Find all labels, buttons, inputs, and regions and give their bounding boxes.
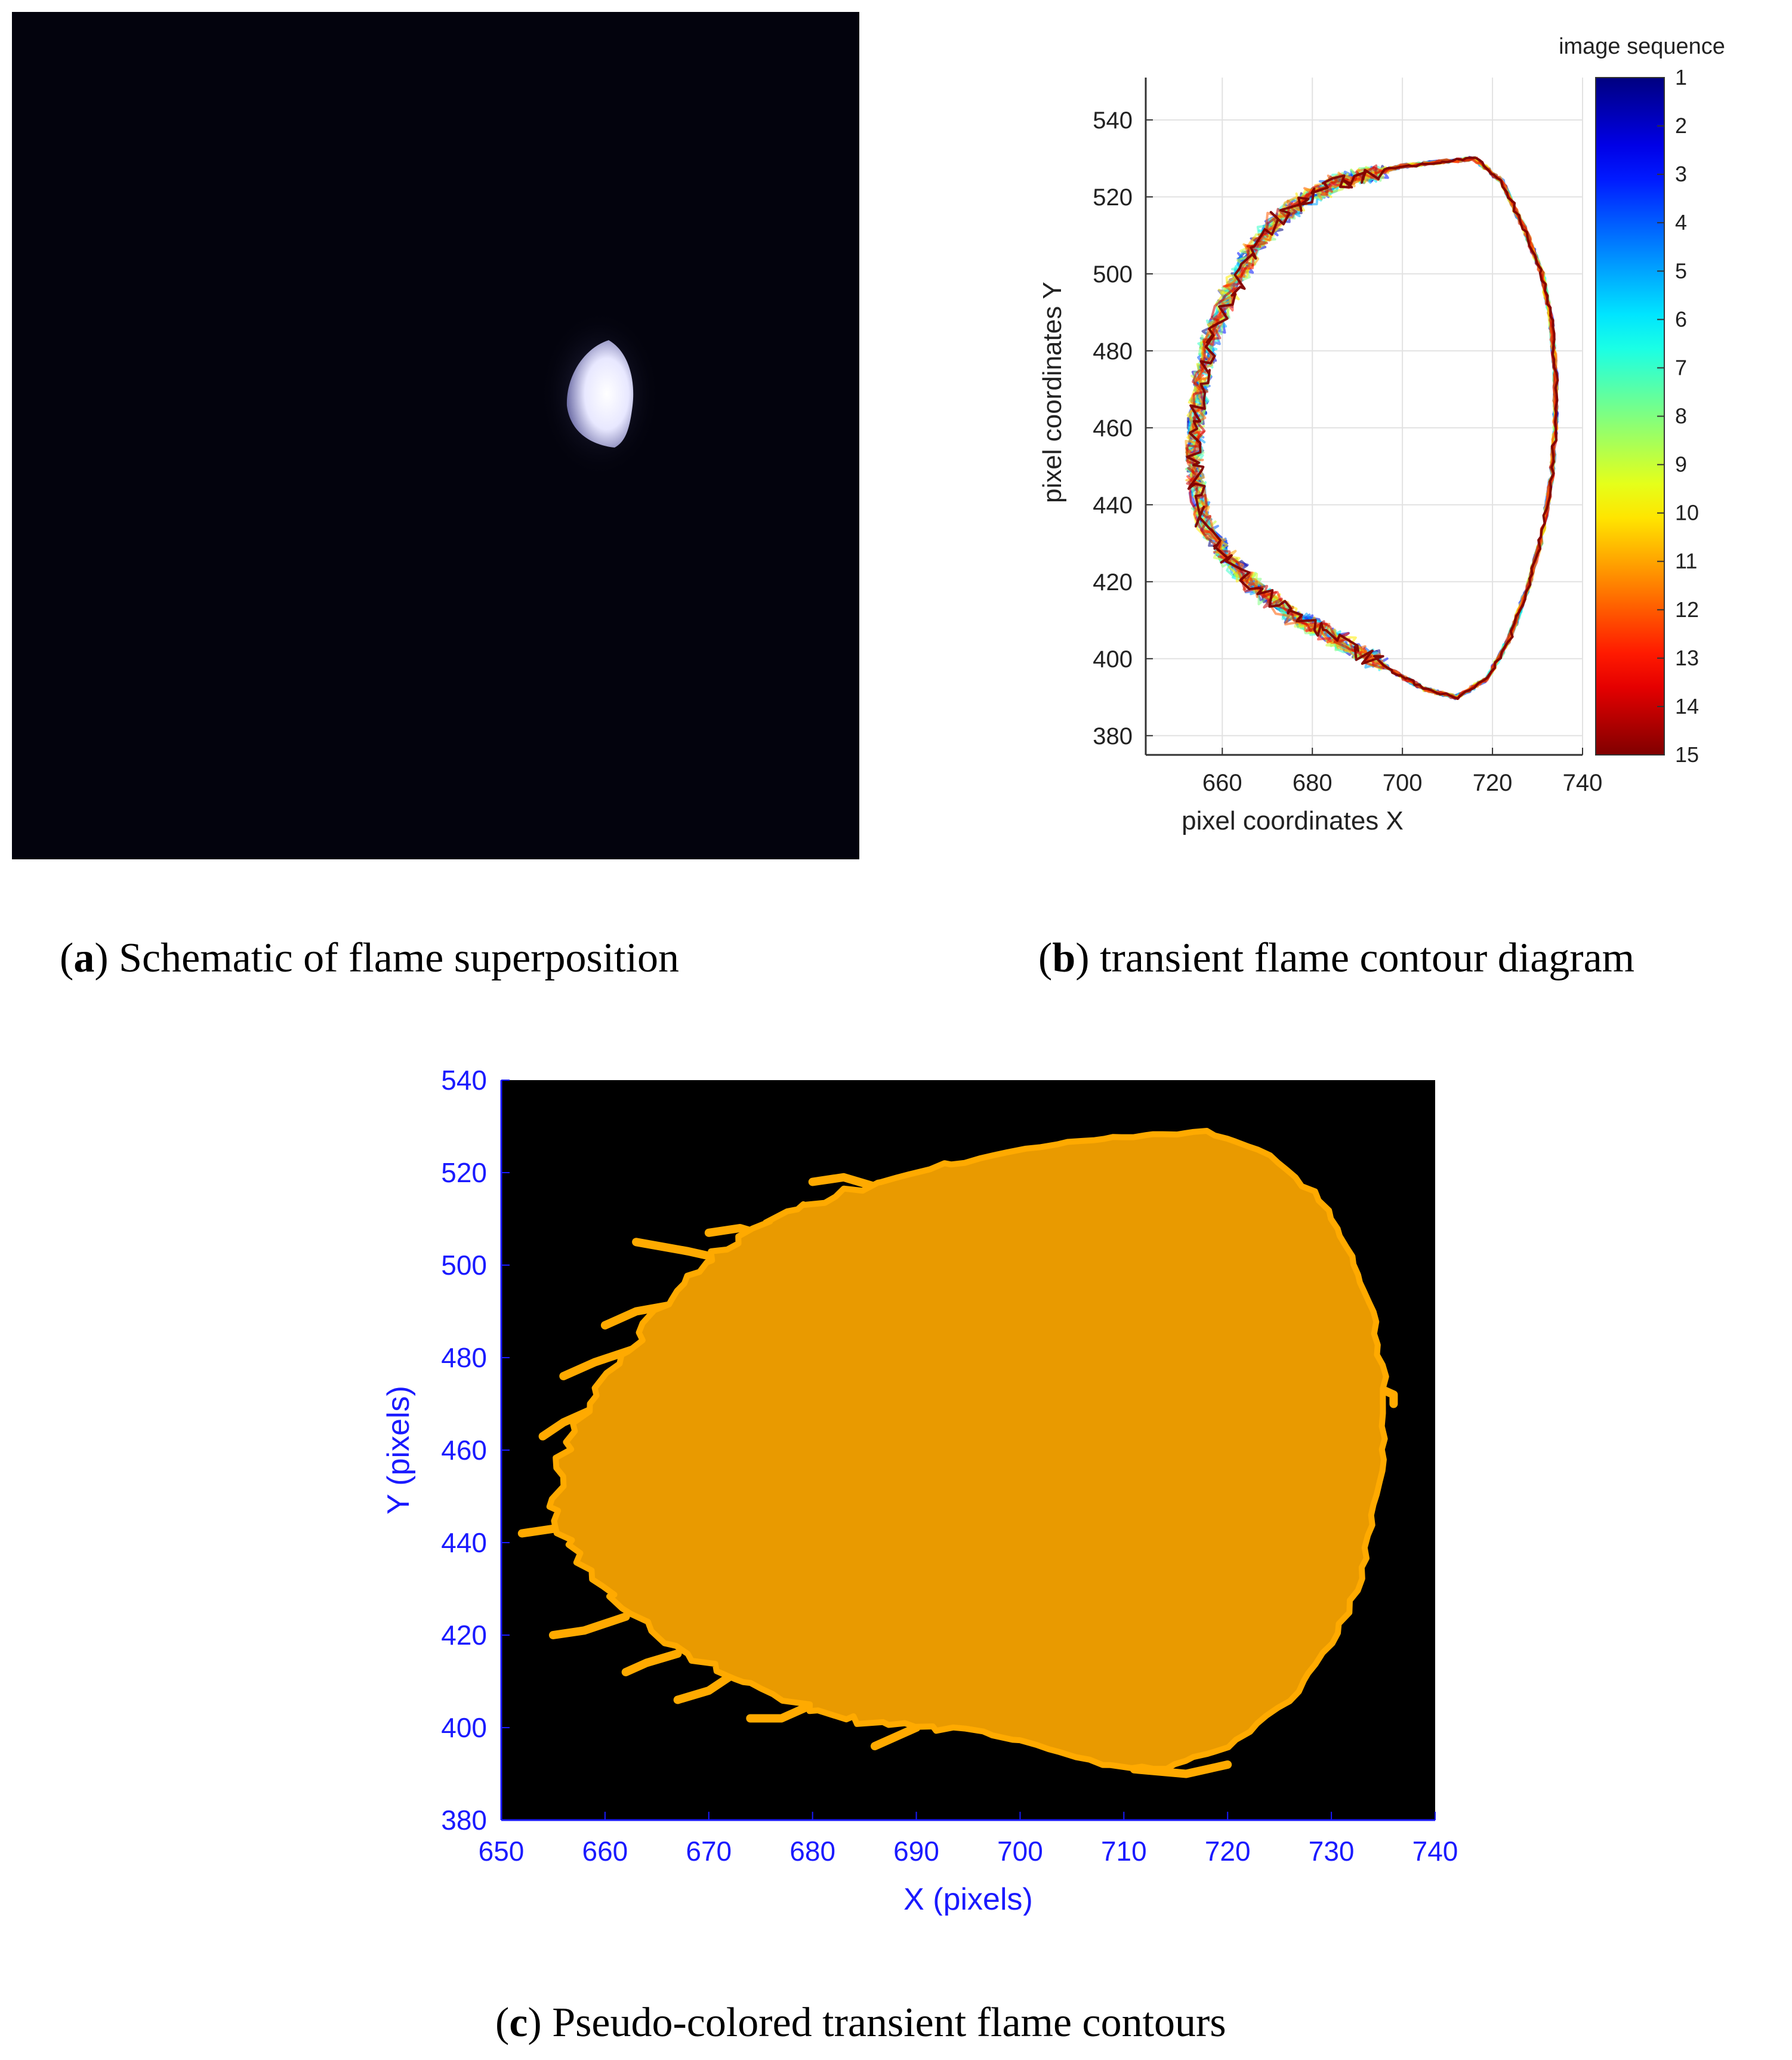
y-tick-label: 540 (441, 1065, 487, 1096)
y-tick-label: 520 (441, 1157, 487, 1188)
y-tick-label: 460 (1093, 415, 1133, 442)
panel-b: 660 680 700 720 740 380 400 420 440 460 480 500 520 5… (1014, 18, 1792, 865)
contour-plot-c: 650 660 670 680 690 700 710 720 730 740 380 400 420 4… (381, 1065, 1458, 1917)
colorbar-tick-label: 1 (1675, 65, 1687, 90)
contour-series-12 (1186, 158, 1558, 699)
x-tick-label: 740 (1412, 1836, 1458, 1867)
y-tick-label: 440 (1093, 492, 1133, 519)
x-axis-label: pixel coordinates X (1182, 806, 1404, 835)
colorbar-tick-label: 6 (1675, 307, 1687, 331)
y-tick-label: 400 (1093, 646, 1133, 673)
y-tick-label: 420 (1093, 569, 1133, 596)
x-tick-label: 650 (479, 1836, 525, 1867)
colorbar-tick-label: 15 (1675, 742, 1699, 767)
x-tick-label: 700 (1383, 770, 1423, 796)
y-tick-label: 400 (441, 1712, 487, 1743)
colorbar-tick-label: 14 (1675, 694, 1699, 718)
flame-fringe (871, 1723, 921, 1750)
y-tick-label: 480 (1093, 338, 1133, 365)
panel-c: 650 660 670 680 690 700 710 720 730 740 380 400 420 4… (358, 1050, 1492, 1917)
colorbar-tick-label: 9 (1675, 452, 1687, 477)
contour-series-15 (1186, 156, 1559, 700)
contour-series-1 (1185, 157, 1559, 701)
caption-b-text: transient flame contour diagram (1100, 935, 1635, 981)
colorbar-tick-label: 2 (1675, 113, 1687, 138)
contour-series-3 (1185, 156, 1558, 698)
y-tick-label: 480 (441, 1342, 487, 1373)
contour-series-9 (1185, 156, 1559, 699)
caption-b: (b) transient flame contour diagram (1038, 935, 1635, 981)
y-axis-label: Y (pixels) (381, 1386, 416, 1515)
colorbar-tick-label: 11 (1675, 549, 1697, 573)
flame-fringe (808, 1173, 879, 1191)
colorbar-label: image sequence (1559, 34, 1725, 59)
flame-fringe (548, 1612, 630, 1639)
x-tick-label: 670 (686, 1836, 732, 1867)
caption-a-text: Schematic of flame superposition (119, 935, 680, 981)
flame-glow (566, 340, 634, 448)
caption-c-letter: c (509, 2000, 528, 2046)
colorbar-tick-label: 4 (1675, 210, 1687, 235)
flame-fringe (746, 1700, 817, 1723)
x-tick-label: 720 (1205, 1836, 1251, 1867)
colorbar-tick-label: 3 (1675, 162, 1687, 186)
x-tick-label: 700 (997, 1836, 1043, 1867)
x-tick-label: 740 (1563, 770, 1603, 796)
x-tick-label: 720 (1473, 770, 1513, 796)
y-tick-label: 380 (441, 1805, 487, 1836)
flame-photo (12, 12, 859, 859)
colorbar-tick-label: 10 (1675, 501, 1699, 525)
y-tick-label: 460 (441, 1435, 487, 1466)
colorbar-tick-label: 8 (1675, 404, 1687, 428)
flame-fringe (621, 1649, 682, 1676)
y-tick-label: 500 (1093, 261, 1133, 288)
x-tick-label: 710 (1101, 1836, 1147, 1867)
panel-a (12, 12, 859, 859)
y-tick-label: 440 (441, 1527, 487, 1558)
x-tick-label: 660 (1202, 770, 1242, 796)
y-tick-label: 520 (1093, 184, 1133, 211)
contour-series-5 (1185, 156, 1559, 698)
x-tick-label: 690 (893, 1836, 939, 1867)
contour-plot-b: 660 680 700 720 740 380 400 420 440 460 480 500 520 5… (1038, 34, 1725, 835)
y-axis-label: pixel coordinates Y (1038, 282, 1067, 503)
photo-background (12, 12, 859, 859)
colorbar-tick-label: 5 (1675, 258, 1687, 283)
caption-c-text: Pseudo-colored transient flame contours (552, 2000, 1226, 2046)
x-tick-label: 680 (789, 1836, 835, 1867)
y-tick-label: 380 (1093, 723, 1133, 750)
caption-c: (c) Pseudo-colored transient flame conto… (495, 2000, 1226, 2046)
caption-a-letter: a (73, 935, 95, 981)
y-tick-label: 500 (441, 1250, 487, 1281)
caption-a: (a) Schematic of flame superposition (60, 935, 680, 981)
flame-contour (546, 1128, 1389, 1772)
flame-fringe (673, 1672, 734, 1704)
y-tick-label: 540 (1093, 107, 1133, 134)
x-tick-label: 680 (1293, 770, 1333, 796)
caption-b-letter: b (1052, 935, 1076, 981)
contour-series-13 (1186, 157, 1558, 700)
colorbar-tick-label: 7 (1675, 355, 1687, 380)
x-axis-label: X (pixels) (903, 1882, 1033, 1916)
x-tick-label: 660 (582, 1836, 628, 1867)
colorbar-tick-label: 13 (1675, 646, 1699, 670)
y-tick-label: 420 (441, 1620, 487, 1651)
x-tick-label: 730 (1309, 1836, 1355, 1867)
colorbar-tick-label: 12 (1675, 597, 1699, 622)
contour-series-2 (1185, 156, 1559, 698)
colorbar (1595, 77, 1665, 755)
